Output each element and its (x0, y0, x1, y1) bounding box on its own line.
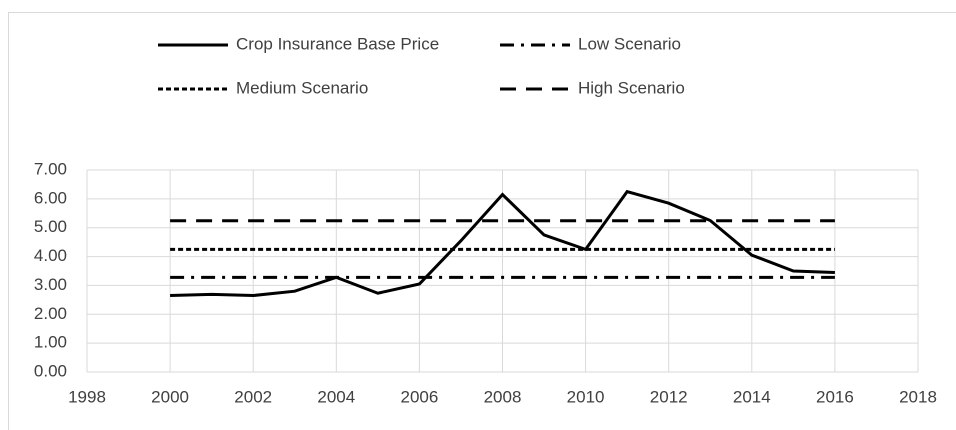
y-tick-label: 3.00 (34, 275, 67, 294)
x-tick-label: 2010 (567, 387, 605, 406)
x-tick-label: 2000 (151, 387, 189, 406)
y-tick-label: 6.00 (34, 188, 67, 207)
y-tick-label: 2.00 (34, 304, 67, 323)
legend-label: Medium Scenario (236, 78, 368, 97)
x-tick-label: 2006 (400, 387, 438, 406)
y-tick-label: 0.00 (34, 361, 67, 380)
legend-label: Low Scenario (578, 34, 681, 53)
series-line (170, 189, 835, 298)
x-tick-label: 2014 (733, 387, 771, 406)
x-tick-label: 2016 (816, 387, 854, 406)
y-tick-label: 4.00 (34, 246, 67, 265)
y-tick-label: 1.00 (34, 333, 67, 352)
x-tick-label: 2018 (899, 387, 937, 406)
x-tick-label: 2004 (317, 387, 355, 406)
x-tick-label: 2008 (484, 387, 522, 406)
x-tick-label: 1998 (68, 387, 106, 406)
x-tick-label: 2002 (234, 387, 272, 406)
y-tick-label: 5.00 (34, 217, 67, 236)
y-tick-label: 7.00 (34, 159, 67, 178)
legend-label: High Scenario (578, 78, 685, 97)
legend-label: Crop Insurance Base Price (236, 34, 439, 53)
x-tick-label: 2012 (650, 387, 688, 406)
